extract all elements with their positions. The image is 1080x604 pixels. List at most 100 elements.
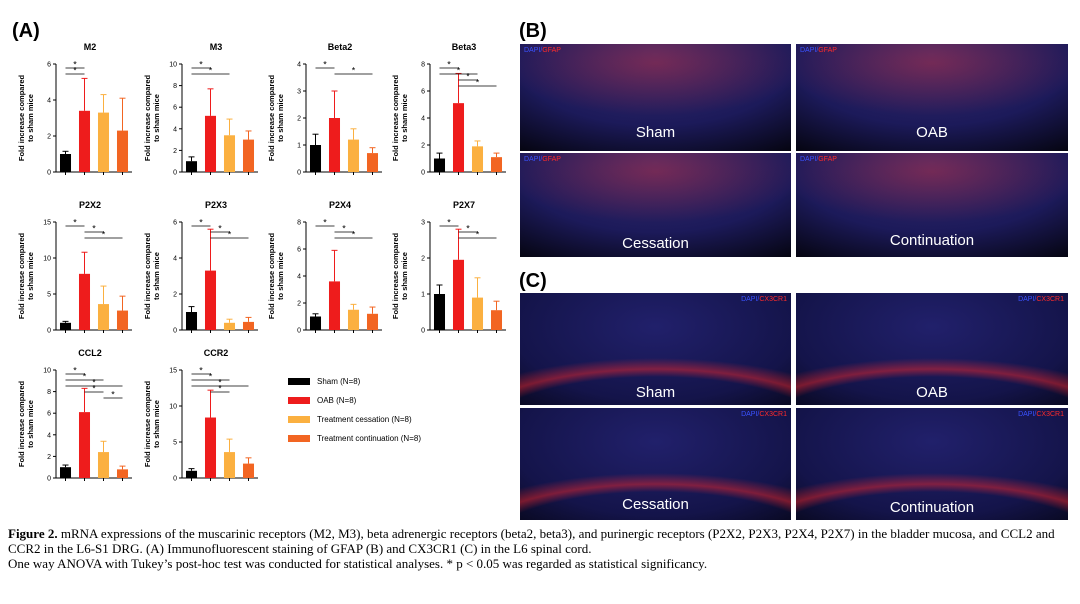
y-tick-label: 1 — [421, 292, 425, 299]
legend-swatch-cessation — [288, 415, 310, 423]
chart-title: P2X7 — [453, 200, 475, 210]
y-tick-label: 4 — [173, 256, 177, 263]
micrograph-label: Continuation — [889, 232, 975, 249]
chart-title: P2X4 — [329, 200, 351, 210]
caption-figure-label: Figure 2. — [8, 526, 58, 541]
stain-tag-marker: GFAP — [818, 156, 837, 163]
caption-text-1: mRNA expressions of the muscarinic recep… — [8, 526, 1055, 556]
y-tick-label: 0 — [297, 170, 301, 177]
chart-title: M2 — [84, 42, 97, 52]
chart-svg: P2X4 Fold increase compared to sham mice 0 2… — [267, 200, 382, 335]
y-axis-label: Fold increase compared — [17, 74, 26, 161]
bar — [433, 294, 446, 330]
micrograph-label: OAB — [916, 124, 948, 141]
y-axis-label: Fold increase compared — [17, 380, 26, 467]
caption-line-2: One way ANOVA with Tukey’s post-hoc test… — [8, 556, 708, 571]
micrograph-gfap-cessation: DAPI/GFAP Cessation — [520, 153, 791, 257]
bar — [59, 154, 72, 172]
micrograph-label: OAB — [916, 384, 948, 401]
chart-svg: M2 Fold increase compared to sham mice 0 2 4 6… — [17, 42, 132, 177]
stain-tag: DAPI/GFAP — [800, 156, 837, 163]
micrograph-label: Sham — [635, 124, 676, 141]
y-axis-label: to sham mice — [276, 252, 285, 300]
caption-line-1: Figure 2. mRNA expressions of the muscar… — [8, 526, 1076, 556]
stain-tag-separator: / — [1034, 296, 1037, 303]
bar — [490, 157, 503, 172]
chart-beta2: Beta2 Fold increase compared to sham mice 0… — [264, 38, 388, 198]
bar — [309, 145, 322, 172]
stain-tag-marker: CX3CR1 — [759, 411, 787, 418]
significance-star: * — [92, 224, 96, 234]
y-axis-label: Fold increase compared — [267, 232, 276, 319]
legend-swatch-continuation — [288, 434, 310, 442]
stain-tag: DAPI/CX3CR1 — [741, 296, 787, 303]
y-axis-label: to sham mice — [400, 252, 409, 300]
chart-svg: CCR2 Fold increase compared to sham mice 0 5… — [143, 348, 258, 483]
y-axis-label: to sham mice — [152, 94, 161, 142]
y-axis-label: to sham mice — [152, 400, 161, 448]
bar — [59, 467, 72, 478]
stain-tag-separator: / — [540, 156, 543, 163]
bar — [242, 463, 255, 478]
y-axis-label: Fold increase compared — [143, 380, 152, 467]
bar — [366, 153, 379, 172]
y-axis-label: Fold increase compared — [267, 74, 276, 161]
legend-label-sham: Sham (N=8) — [317, 376, 361, 386]
y-tick-label: 0 — [47, 328, 51, 335]
bar — [223, 452, 236, 478]
bar — [452, 103, 465, 172]
significance-star: * — [218, 378, 222, 388]
significance-star: * — [476, 78, 480, 88]
bar — [97, 112, 110, 172]
stain-tag-dapi: DAPI — [524, 156, 541, 163]
bar — [78, 412, 91, 478]
bar — [223, 135, 236, 172]
significance-star: * — [199, 60, 203, 70]
y-tick-label: 5 — [173, 440, 177, 447]
significance-star: * — [457, 66, 461, 76]
stain-tag-separator: / — [757, 296, 760, 303]
y-axis-label: Fold increase compared — [391, 74, 400, 161]
significance-star: * — [342, 224, 346, 234]
y-axis-label: to sham mice — [400, 94, 409, 142]
y-axis-label: to sham mice — [26, 252, 35, 300]
micrograph-cx3cr1-oab: DAPI/CX3CR1 OAB — [796, 293, 1068, 405]
chart-svg: CCL2 Fold increase compared to sham mice 0 2… — [17, 348, 132, 483]
y-tick-label: 4 — [297, 62, 301, 69]
panel-label-a: (A) — [12, 20, 40, 42]
significance-star: * — [476, 230, 480, 240]
bar — [309, 316, 322, 330]
micrograph-gfap-sham: DAPI/GFAP Sham — [520, 44, 791, 151]
chart-m3: M3 Fold increase compared to sham mice 0 2 4 6… — [140, 38, 264, 198]
chart-title: Beta3 — [452, 42, 477, 52]
stain-tag-marker: GFAP — [542, 156, 561, 163]
legend-label-cessation: Treatment cessation (N=8) — [317, 414, 412, 424]
bar — [78, 110, 91, 172]
y-axis-label: Fold increase compared — [143, 74, 152, 161]
micrograph-cx3cr1-cessation: DAPI/CX3CR1 Cessation — [520, 408, 791, 520]
chart-svg: P2X7 Fold increase compared to sham mice 0 1… — [391, 200, 506, 335]
significance-star: * — [209, 66, 213, 76]
significance-star: * — [92, 378, 96, 388]
stain-tag-separator: / — [757, 411, 760, 418]
bar — [204, 270, 217, 330]
y-tick-label: 6 — [47, 62, 51, 69]
y-tick-label: 10 — [43, 256, 51, 263]
y-tick-label: 2 — [47, 454, 51, 461]
significance-star: * — [323, 60, 327, 70]
significance-star: * — [228, 230, 232, 240]
y-axis-label: Fold increase compared — [143, 232, 152, 319]
chart-p2x2: P2X2 Fold increase compared to sham mice 0 5… — [14, 196, 138, 356]
stain-tag-dapi: DAPI — [800, 47, 817, 54]
stain-tag-marker: GFAP — [542, 47, 561, 54]
significance-star: * — [218, 384, 222, 394]
y-tick-label: 0 — [173, 476, 177, 483]
stain-tag: DAPI/CX3CR1 — [1018, 411, 1064, 418]
bar — [97, 304, 110, 330]
stain-tag-separator: / — [1034, 411, 1037, 418]
legend-item-sham: Sham (N=8) — [288, 372, 448, 390]
y-tick-label: 8 — [297, 220, 301, 227]
stain-tag-separator: / — [816, 47, 819, 54]
y-tick-label: 8 — [173, 83, 177, 90]
micrograph-gfap-continuation: DAPI/GFAP Continuation — [796, 153, 1068, 257]
